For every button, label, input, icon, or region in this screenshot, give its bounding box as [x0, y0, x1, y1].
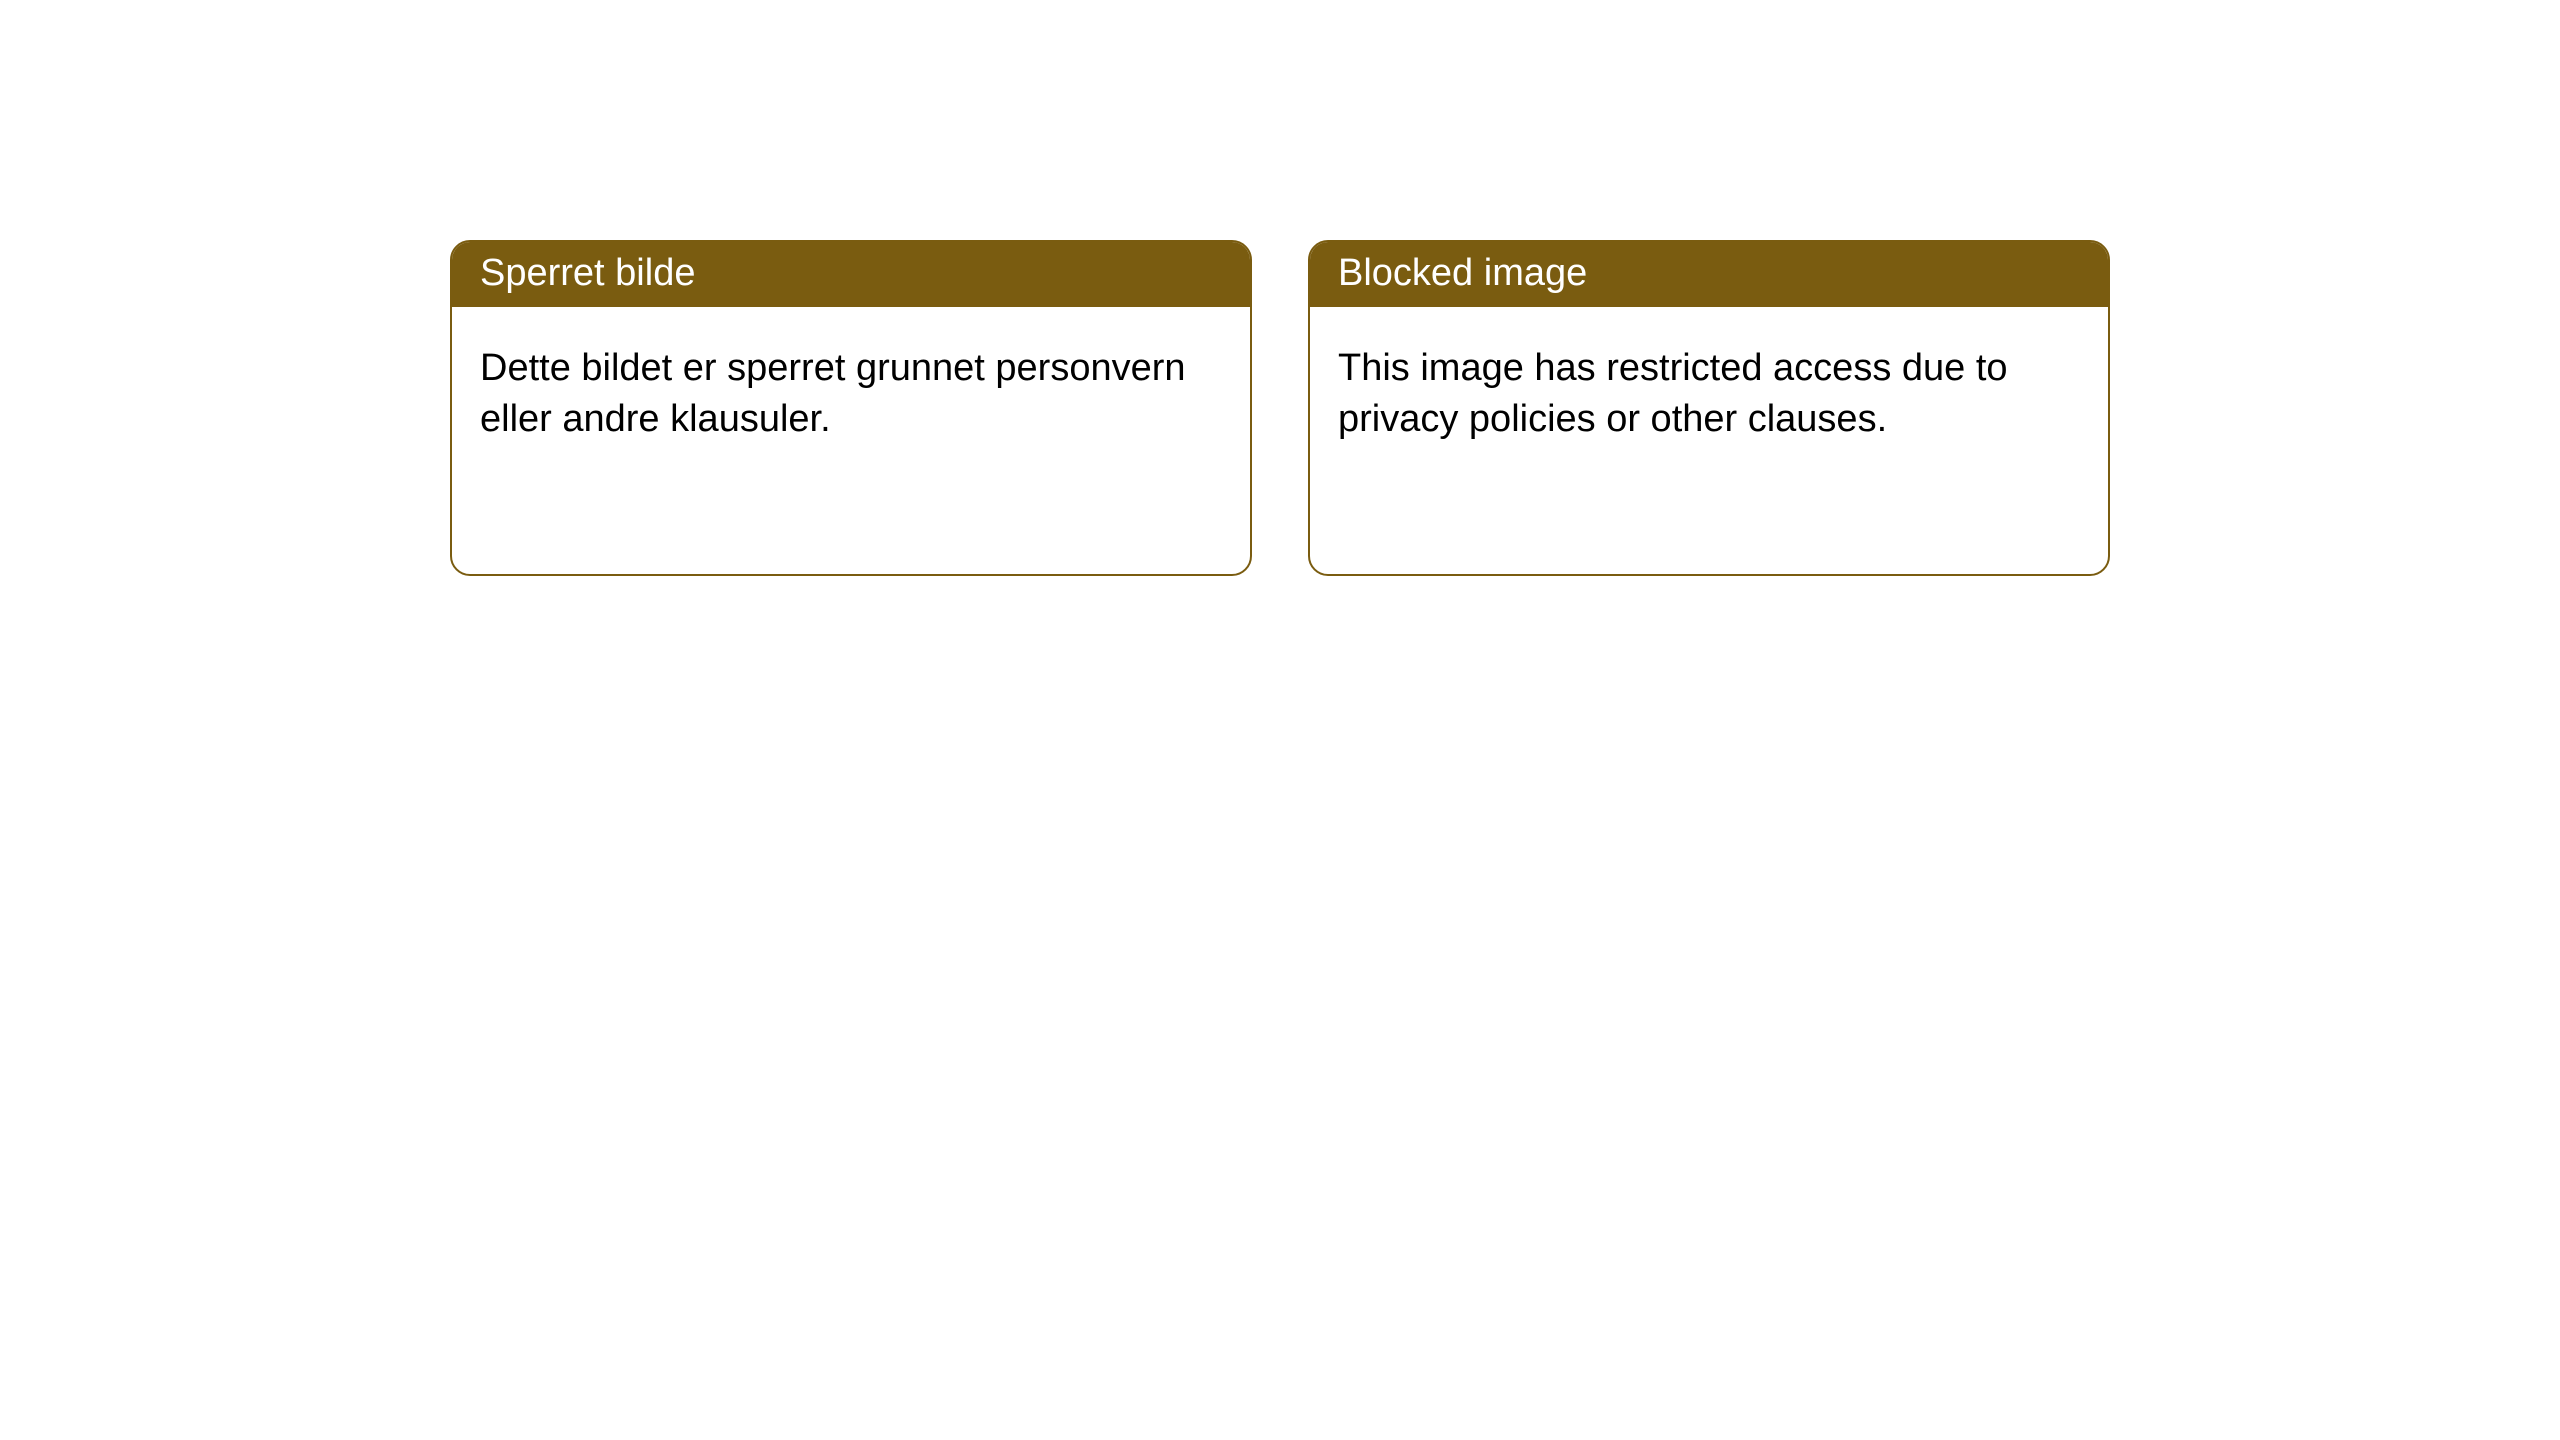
notice-container: Sperret bilde Dette bildet er sperret gr…: [450, 240, 2110, 576]
card-message: Dette bildet er sperret grunnet personve…: [480, 347, 1186, 440]
card-title: Sperret bilde: [480, 252, 695, 294]
card-body: This image has restricted access due to …: [1310, 307, 2108, 482]
card-title: Blocked image: [1338, 252, 1587, 294]
card-header: Sperret bilde: [452, 242, 1250, 307]
card-message: This image has restricted access due to …: [1338, 347, 2008, 440]
card-body: Dette bildet er sperret grunnet personve…: [452, 307, 1250, 482]
notice-card-english: Blocked image This image has restricted …: [1308, 240, 2110, 576]
notice-card-norwegian: Sperret bilde Dette bildet er sperret gr…: [450, 240, 1252, 576]
card-header: Blocked image: [1310, 242, 2108, 307]
